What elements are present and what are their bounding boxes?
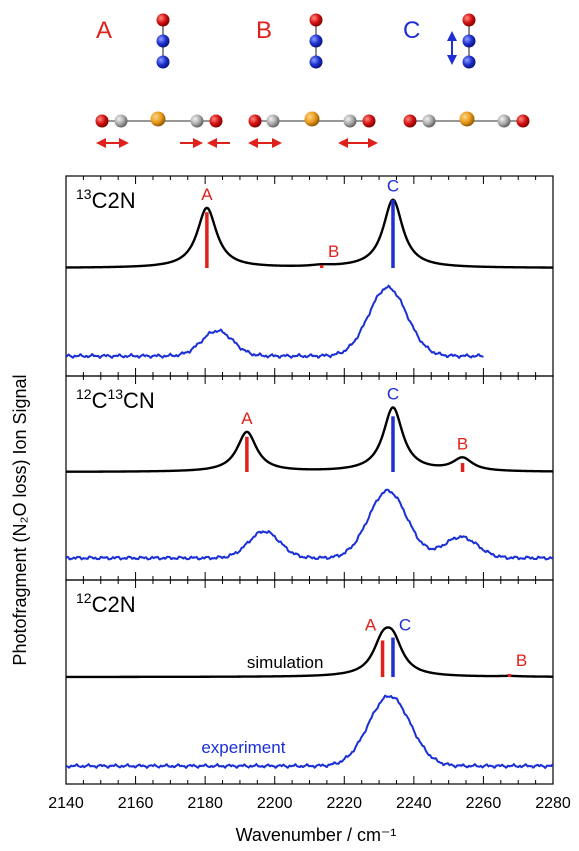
- panel-2: A C B 12C13CN: [65, 375, 554, 581]
- stick-label-a: A: [201, 185, 213, 204]
- stick-label-c: C: [387, 177, 399, 196]
- x-axis-label: Wavenumber / cm⁻¹: [236, 825, 397, 845]
- panel-frame: [65, 175, 554, 377]
- simulation-line: [66, 626, 554, 679]
- n2o-molecule-b: [309, 13, 323, 69]
- mode-label-c: C: [403, 17, 420, 44]
- stick-label-a: A: [241, 409, 253, 428]
- x-tick-label: 2200: [257, 795, 293, 812]
- simulation-line: [65, 406, 554, 473]
- panel-label: 12C2N: [76, 590, 136, 617]
- x-tick-label: 2240: [396, 795, 432, 812]
- x-tick-label: 2180: [187, 795, 223, 812]
- panel-3: A C B 12C2N simulation experiment: [65, 579, 554, 785]
- stick-label-b: B: [328, 242, 339, 261]
- experiment-line: [65, 488, 554, 561]
- stick-label-b: B: [516, 651, 527, 670]
- n2o-molecule-a: [156, 13, 170, 69]
- x-tick-label: 2140: [48, 795, 84, 812]
- x-tick-label: 2260: [466, 795, 502, 812]
- experiment-line: [65, 694, 554, 770]
- stick-label-c: C: [399, 615, 411, 634]
- stick-label-a: A: [365, 615, 377, 634]
- x-tick-labels: 2140 2160 2180 2200 2220 2240 2260 2280: [48, 795, 571, 812]
- panel-1: A B C 13C2N: [65, 175, 554, 377]
- mode-label-a: A: [96, 17, 112, 44]
- panel-label: 13C2N: [76, 186, 136, 213]
- au-carbonyl-chain-a: [95, 111, 230, 148]
- panel-label: 12C13CN: [76, 386, 155, 413]
- x-tick-label: 2280: [535, 795, 571, 812]
- simulation-label: simulation: [247, 653, 324, 672]
- stick-label-b: B: [457, 434, 468, 453]
- x-tick-label: 2220: [326, 795, 362, 812]
- experiment-label: experiment: [201, 738, 285, 757]
- simulation-line: [65, 198, 554, 269]
- mode-diagrams: A B C: [95, 13, 530, 148]
- stick-label-c: C: [387, 384, 399, 403]
- mode-label-b: B: [256, 17, 272, 44]
- spectra-panels: A B C 13C2N A C B 12C13CN A C B 12C2N simulation expe…: [65, 175, 554, 785]
- n2o-molecule-c: [447, 13, 476, 69]
- experiment-line: [65, 284, 484, 360]
- panel-frame: [65, 579, 554, 785]
- au-carbonyl-chain-b: [248, 111, 378, 148]
- y-axis-label: Photofragment (N₂O loss) Ion Signal: [10, 374, 30, 665]
- au-carbonyl-chain-c: [403, 111, 530, 128]
- x-tick-label: 2160: [118, 795, 154, 812]
